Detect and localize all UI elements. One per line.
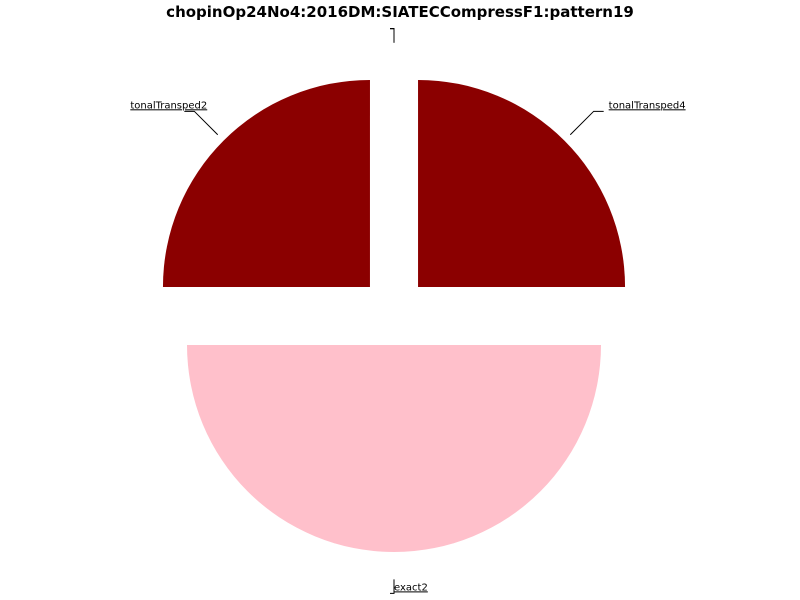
pie-slice: [418, 79, 626, 287]
leader-line: [569, 110, 604, 136]
pie-labels: tonalTransped2 exact2 tonalTransped4: [130, 28, 686, 594]
slice-label: tonalTransped2: [130, 100, 207, 111]
leader-line: [390, 28, 395, 43]
chart-title: chopinOp24No4:2016DM:SIATECCompressF1:pa…: [166, 3, 634, 21]
leader-line: [390, 28, 395, 43]
leader-line: [390, 28, 395, 43]
leader-line: [390, 579, 395, 594]
slice-label: exact2: [394, 582, 428, 593]
pie-slice: [187, 345, 601, 552]
slice-label: tonalTransped4: [609, 100, 686, 111]
pie-slices: [162, 79, 626, 552]
pie-slice: [162, 79, 370, 287]
leader-line: [184, 110, 219, 136]
